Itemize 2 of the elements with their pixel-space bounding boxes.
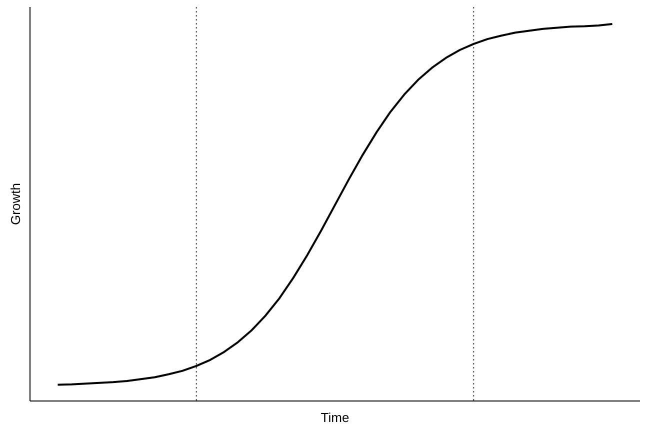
y-axis-title: Growth (8, 183, 23, 225)
x-axis-title: Time (320, 410, 350, 425)
